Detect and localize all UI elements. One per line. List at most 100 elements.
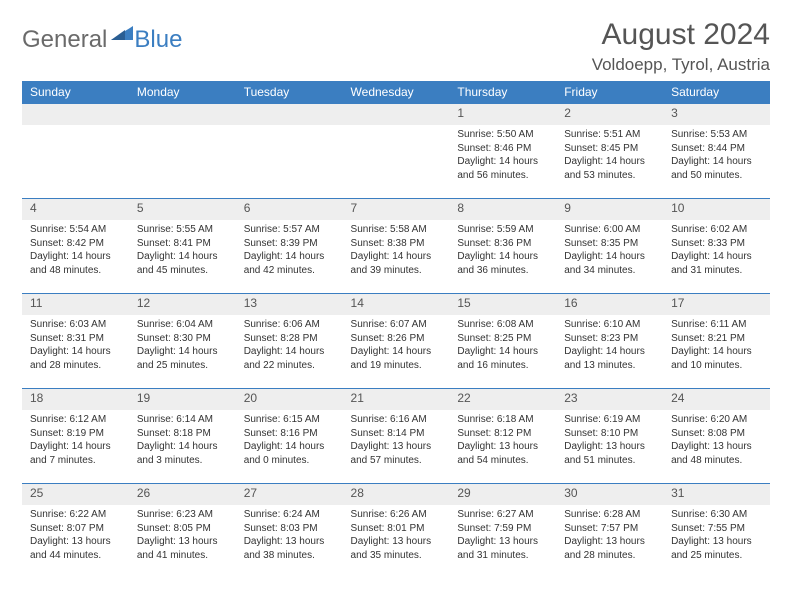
day-body-cell: Sunrise: 5:50 AMSunset: 8:46 PMDaylight:… [449,125,556,199]
sunrise-text: Sunrise: 6:26 AM [351,508,442,522]
daylight-text: Daylight: 14 hours and 10 minutes. [671,345,762,372]
day-body-cell: Sunrise: 6:30 AMSunset: 7:55 PMDaylight:… [663,505,770,578]
daylight-text: Daylight: 14 hours and 16 minutes. [457,345,548,372]
day-body-cell: Sunrise: 6:04 AMSunset: 8:30 PMDaylight:… [129,315,236,389]
day-number: 20 [244,391,257,405]
day-body-cell: Sunrise: 5:57 AMSunset: 8:39 PMDaylight:… [236,220,343,294]
weekday-thursday: Thursday [449,81,556,104]
sunset-text: Sunset: 8:30 PM [137,332,228,346]
day-number-cell: 31 [663,484,770,506]
day-body-cell: Sunrise: 6:22 AMSunset: 8:07 PMDaylight:… [22,505,129,578]
day-body-cell: Sunrise: 6:11 AMSunset: 8:21 PMDaylight:… [663,315,770,389]
daylight-text: Daylight: 13 hours and 44 minutes. [30,535,121,562]
weekday-friday: Friday [556,81,663,104]
day-body-cell: Sunrise: 5:55 AMSunset: 8:41 PMDaylight:… [129,220,236,294]
daylight-text: Daylight: 14 hours and 22 minutes. [244,345,335,372]
sunset-text: Sunset: 8:01 PM [351,522,442,536]
day-number: 12 [137,296,150,310]
day-body-cell: Sunrise: 6:10 AMSunset: 8:23 PMDaylight:… [556,315,663,389]
sunset-text: Sunset: 8:36 PM [457,237,548,251]
day-number-row: 123 [22,104,770,126]
daylight-text: Daylight: 13 hours and 57 minutes. [351,440,442,467]
day-number-cell: 27 [236,484,343,506]
day-body-cell: Sunrise: 6:19 AMSunset: 8:10 PMDaylight:… [556,410,663,484]
weekday-monday: Monday [129,81,236,104]
sunset-text: Sunset: 8:44 PM [671,142,762,156]
day-number-cell: 3 [663,104,770,126]
day-number: 13 [244,296,257,310]
day-number: 25 [30,486,43,500]
daylight-text: Daylight: 14 hours and 19 minutes. [351,345,442,372]
sunset-text: Sunset: 8:41 PM [137,237,228,251]
sunset-text: Sunset: 8:21 PM [671,332,762,346]
sunset-text: Sunset: 8:39 PM [244,237,335,251]
day-number: 16 [564,296,577,310]
daylight-text: Daylight: 14 hours and 50 minutes. [671,155,762,182]
sunset-text: Sunset: 7:59 PM [457,522,548,536]
day-number-cell: 13 [236,294,343,316]
day-number: 3 [671,106,678,120]
day-number-cell: 5 [129,199,236,221]
sunrise-text: Sunrise: 6:23 AM [137,508,228,522]
daylight-text: Daylight: 13 hours and 31 minutes. [457,535,548,562]
calendar-body: 123 Sunrise: 5:50 AMSunset: 8:46 PMDayli… [22,104,770,579]
day-body-cell: Sunrise: 6:12 AMSunset: 8:19 PMDaylight:… [22,410,129,484]
calendar-page: General Blue August 2024 Voldoepp, Tyrol… [0,0,792,612]
sunset-text: Sunset: 8:14 PM [351,427,442,441]
day-body-cell [343,125,450,199]
sunset-text: Sunset: 8:42 PM [30,237,121,251]
sunrise-text: Sunrise: 6:04 AM [137,318,228,332]
daylight-text: Daylight: 14 hours and 53 minutes. [564,155,655,182]
day-body-cell: Sunrise: 6:03 AMSunset: 8:31 PMDaylight:… [22,315,129,389]
day-number-cell: 12 [129,294,236,316]
daylight-text: Daylight: 14 hours and 13 minutes. [564,345,655,372]
day-body-cell: Sunrise: 5:54 AMSunset: 8:42 PMDaylight:… [22,220,129,294]
day-number: 22 [457,391,470,405]
month-title: August 2024 [592,18,770,51]
day-number-cell: 10 [663,199,770,221]
sunset-text: Sunset: 8:08 PM [671,427,762,441]
day-body-cell: Sunrise: 6:28 AMSunset: 7:57 PMDaylight:… [556,505,663,578]
day-number-cell: 21 [343,389,450,411]
day-body-cell: Sunrise: 6:26 AMSunset: 8:01 PMDaylight:… [343,505,450,578]
location: Voldoepp, Tyrol, Austria [592,55,770,75]
day-body-cell: Sunrise: 6:07 AMSunset: 8:26 PMDaylight:… [343,315,450,389]
daylight-text: Daylight: 14 hours and 0 minutes. [244,440,335,467]
sunset-text: Sunset: 8:23 PM [564,332,655,346]
day-body-row: Sunrise: 6:03 AMSunset: 8:31 PMDaylight:… [22,315,770,389]
day-number: 23 [564,391,577,405]
day-number-row: 45678910 [22,199,770,221]
day-number-cell: 11 [22,294,129,316]
sunrise-text: Sunrise: 6:14 AM [137,413,228,427]
day-body-cell: Sunrise: 5:58 AMSunset: 8:38 PMDaylight:… [343,220,450,294]
day-body-row: Sunrise: 5:54 AMSunset: 8:42 PMDaylight:… [22,220,770,294]
day-number-row: 25262728293031 [22,484,770,506]
sunrise-text: Sunrise: 6:24 AM [244,508,335,522]
day-number: 5 [137,201,144,215]
sunrise-text: Sunrise: 6:18 AM [457,413,548,427]
sunset-text: Sunset: 8:19 PM [30,427,121,441]
logo: General Blue [22,24,182,55]
day-body-cell: Sunrise: 6:23 AMSunset: 8:05 PMDaylight:… [129,505,236,578]
daylight-text: Daylight: 14 hours and 3 minutes. [137,440,228,467]
sunset-text: Sunset: 8:28 PM [244,332,335,346]
day-number: 15 [457,296,470,310]
sunset-text: Sunset: 8:25 PM [457,332,548,346]
sunrise-text: Sunrise: 6:00 AM [564,223,655,237]
sunset-text: Sunset: 8:38 PM [351,237,442,251]
logo-triangle-icon [111,24,133,45]
daylight-text: Daylight: 14 hours and 39 minutes. [351,250,442,277]
title-block: August 2024 Voldoepp, Tyrol, Austria [592,18,770,75]
day-number: 1 [457,106,464,120]
day-number-cell: 25 [22,484,129,506]
header: General Blue August 2024 Voldoepp, Tyrol… [22,18,770,75]
day-number-row: 11121314151617 [22,294,770,316]
day-number-cell: 18 [22,389,129,411]
sunset-text: Sunset: 8:35 PM [564,237,655,251]
day-number-cell: 16 [556,294,663,316]
day-number-cell: 17 [663,294,770,316]
day-body-cell: Sunrise: 5:53 AMSunset: 8:44 PMDaylight:… [663,125,770,199]
sunset-text: Sunset: 8:45 PM [564,142,655,156]
day-number-cell: 6 [236,199,343,221]
day-body-cell: Sunrise: 6:24 AMSunset: 8:03 PMDaylight:… [236,505,343,578]
